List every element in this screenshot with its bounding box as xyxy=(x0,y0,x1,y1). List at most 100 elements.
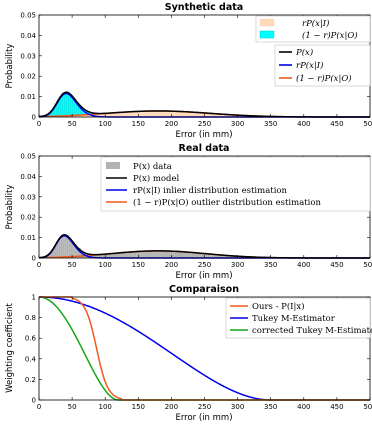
outlier-bar xyxy=(189,111,192,117)
data-bar xyxy=(237,256,240,258)
data-bar xyxy=(225,255,228,258)
data-bar xyxy=(150,250,153,258)
legend-box xyxy=(100,156,371,212)
outlier-bar xyxy=(158,110,161,117)
outlier-bar xyxy=(223,114,226,117)
outlier-bar xyxy=(227,114,230,117)
data-bar xyxy=(203,254,206,258)
x-tick-label: 250 xyxy=(198,403,211,411)
data-bar xyxy=(78,247,81,258)
outlier-bar xyxy=(140,111,143,117)
x-tick-label: 150 xyxy=(132,261,145,269)
legend-label: P(x) xyxy=(295,47,313,58)
x-tick-label: 150 xyxy=(132,120,145,128)
data-bar xyxy=(106,253,109,258)
inlier-bar xyxy=(64,91,67,116)
data-bar xyxy=(70,239,73,258)
y-tick-label: 0.8 xyxy=(25,314,36,322)
y-tick-label: 0 xyxy=(32,114,36,122)
data-bar xyxy=(197,252,200,258)
x-tick-label: 50 xyxy=(68,403,77,411)
x-tick-labels: 0 50 100 150 200 250 300 350 400 450 500 xyxy=(37,297,372,411)
outlier-bar xyxy=(170,111,173,117)
data-bar xyxy=(164,250,167,258)
data-bar xyxy=(58,240,61,258)
y-tick-label: 0.02 xyxy=(20,214,36,222)
data-bar xyxy=(118,253,121,258)
outlier-bar xyxy=(191,112,194,117)
y-axis-label: Weighting coefficient xyxy=(5,302,15,392)
outlier-bar xyxy=(84,114,87,117)
outlier-bar xyxy=(136,111,139,117)
data-bar xyxy=(130,251,133,258)
outlier-bar xyxy=(168,111,171,117)
data-bar xyxy=(76,248,79,258)
outlier-bar xyxy=(150,110,153,117)
outlier-bar xyxy=(211,113,214,117)
data-bar xyxy=(217,255,220,258)
data-bar xyxy=(219,255,222,258)
chart-title: Synthetic data xyxy=(165,2,243,13)
data-bar xyxy=(66,237,69,258)
x-tick-label: 400 xyxy=(297,261,310,269)
outlier-bar xyxy=(72,115,75,117)
outlier-bar xyxy=(162,111,165,117)
data-bar xyxy=(166,250,169,258)
chart-title: Real data xyxy=(179,143,230,154)
x-tick-label: 250 xyxy=(198,261,211,269)
outlier-bar xyxy=(181,111,184,117)
data-bar xyxy=(146,251,149,258)
outlier-bar xyxy=(241,115,244,117)
y-tick-label: 1 xyxy=(32,294,36,302)
data-bar xyxy=(195,252,198,258)
y-tick-label: 0.03 xyxy=(20,52,36,60)
outlier-bar xyxy=(164,110,167,117)
outlier-bar xyxy=(160,111,163,117)
y-tick-label: 0.04 xyxy=(20,32,36,40)
x-tick-label: 0 xyxy=(37,403,41,411)
outlier-bar xyxy=(120,112,123,117)
data-bar xyxy=(96,254,99,258)
x-tick-label: 100 xyxy=(99,403,112,411)
outlier-bar xyxy=(132,111,135,117)
inlier-bar xyxy=(68,93,71,116)
data-bar xyxy=(124,253,127,258)
outlier-bar xyxy=(185,111,188,117)
data-bar xyxy=(134,250,137,258)
x-tick-label: 0 xyxy=(37,120,41,128)
y-axis-label: Probability xyxy=(5,185,15,230)
data-bar xyxy=(233,256,236,258)
y-tick-label: 0.05 xyxy=(20,12,36,20)
data-bar xyxy=(154,251,157,258)
outlier-bar xyxy=(100,113,103,117)
legend-swatch-outlier xyxy=(259,30,275,39)
outlier-bar xyxy=(124,112,127,117)
data-bar xyxy=(122,251,125,258)
x-tick-label: 250 xyxy=(198,120,211,128)
data-bar xyxy=(235,255,238,258)
outlier-bar xyxy=(193,112,196,117)
outlier-bar xyxy=(154,111,157,117)
outlier-bar xyxy=(144,111,147,117)
outlier-bar xyxy=(148,110,151,117)
data-bar xyxy=(108,253,111,258)
outlier-bar xyxy=(174,111,177,117)
y-tick-label: 0.05 xyxy=(20,153,36,161)
y-tick-label: 0.04 xyxy=(20,173,36,181)
chart-title: Comparaison xyxy=(169,284,239,295)
x-tick-label: 50 xyxy=(68,120,77,128)
y-axis-label: Probability xyxy=(5,44,15,89)
data-bar xyxy=(215,254,218,258)
x-tick-label: 150 xyxy=(132,403,145,411)
legend-label: (1 − r)P(x|O) xyxy=(296,73,352,84)
data-bar xyxy=(158,251,161,258)
legend-label: rP(x|I) xyxy=(296,60,323,71)
data-bar xyxy=(144,251,147,258)
data-bar xyxy=(168,251,171,258)
data-bar xyxy=(229,255,232,258)
outlier-bar xyxy=(225,114,228,117)
data-bar xyxy=(46,254,49,258)
data-bar xyxy=(185,251,188,258)
x-tick-label: 350 xyxy=(264,261,277,269)
